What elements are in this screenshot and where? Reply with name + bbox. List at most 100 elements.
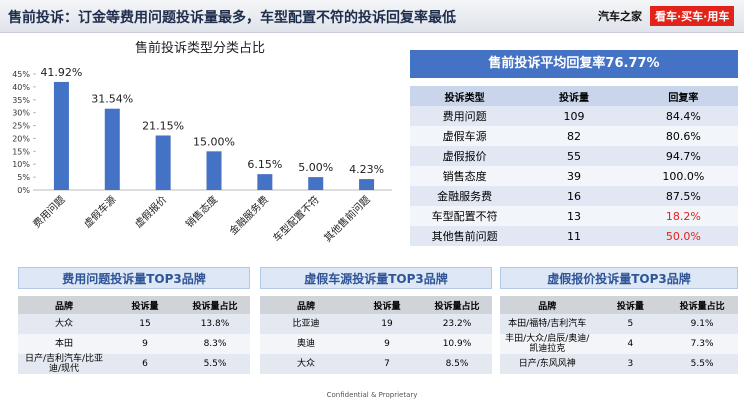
bar: [308, 177, 324, 190]
table-cell: 本田: [18, 334, 111, 354]
y-tick-label: 0%: [17, 186, 30, 195]
table-cell: 车型配置不符: [410, 206, 520, 226]
table-cell: 7: [352, 354, 422, 374]
table-cell: 虚假车源: [410, 126, 520, 146]
table-cell: 日产/东风风神: [500, 354, 595, 374]
brand-table: 品牌 投诉量 投诉量占比 大众 15 13.8% 本田 9 8.3% 日产/吉利汽车/比亚迪/现代…: [18, 296, 250, 374]
table-head: 品牌 投诉量 投诉量占比: [500, 296, 738, 314]
bar: [104, 108, 120, 190]
table-cell: 日产/吉利汽车/比亚迪/现代: [18, 354, 111, 374]
table-cell: 费用问题: [410, 106, 520, 126]
table-row: 奥迪 9 10.9%: [260, 334, 492, 354]
table-head: 品牌 投诉量 投诉量占比: [18, 296, 250, 314]
table-cell: 5.5%: [180, 354, 250, 374]
column-header: 投诉量占比: [666, 296, 738, 314]
chart-title: 售前投诉类型分类占比: [135, 40, 265, 56]
table-cell: 大众: [260, 354, 353, 374]
bar: [155, 135, 171, 190]
value-label: 4.23%: [349, 163, 384, 176]
table-cell: 94.7%: [628, 146, 738, 166]
table-row: 销售态度 39 100.0%: [410, 166, 738, 186]
table-row: 丰田/大众/启辰/奥迪/凯迪拉克 4 7.3%: [500, 334, 738, 354]
table-row: 大众 7 8.5%: [260, 354, 492, 374]
table-cell: 大众: [18, 314, 111, 334]
table-title: 虚假车源投诉量TOP3品牌: [260, 267, 492, 289]
chart: 售前投诉类型分类占比 0% 5% 10% 15% 20% 25% 30% 35% 40% 45% 4…: [12, 40, 392, 245]
table-row: 车型配置不符 13 18.2%: [410, 206, 738, 226]
bar: [53, 81, 69, 190]
table-cell: 3: [594, 354, 667, 374]
column-header: 投诉量: [352, 296, 422, 314]
value-label: 41.92%: [40, 66, 82, 79]
table-cell: 80.6%: [628, 126, 738, 146]
table-cell: 13: [519, 206, 629, 226]
table-cell: 50.0%: [628, 226, 738, 246]
header-bar: [0, 0, 744, 33]
table-title: 售前投诉平均回复率76.77%: [410, 50, 738, 78]
logo: 汽车之家: [598, 10, 642, 23]
table-cell: 其他售前问题: [410, 226, 520, 246]
table-cell: 9: [352, 334, 422, 354]
table-cell: 5.5%: [666, 354, 738, 374]
table-cell: 奥迪: [260, 334, 353, 354]
table-cell: 82: [519, 126, 629, 146]
table-row: 虚假车源 82 80.6%: [410, 126, 738, 146]
column-header: 品牌: [260, 296, 353, 314]
table-row: 其他售前问题 11 50.0%: [410, 226, 738, 246]
table-head: 品牌 投诉量 投诉量占比: [260, 296, 492, 314]
table-cell: 11: [519, 226, 629, 246]
table-cell: 8.3%: [180, 334, 250, 354]
table-cell: 87.5%: [628, 186, 738, 206]
table-row: 金融服务费 16 87.5%: [410, 186, 738, 206]
table-cell: 9.1%: [666, 314, 738, 334]
table-body: 比亚迪 19 23.2% 奥迪 9 10.9% 大众 7 8.5%: [260, 314, 492, 374]
value-label: 31.54%: [91, 93, 133, 106]
column-header: 品牌: [500, 296, 595, 314]
column-header: 投诉量: [594, 296, 667, 314]
table-title: 虚假报价投诉量TOP3品牌: [500, 267, 738, 289]
y-tick-label: 35%: [12, 96, 30, 105]
table-cell: 23.2%: [422, 314, 492, 334]
table-cell: 6: [110, 354, 180, 374]
value-label: 6.15%: [247, 158, 282, 171]
y-tick-label: 10%: [12, 160, 30, 169]
value-label: 15.00%: [193, 135, 235, 148]
column-header: 回复率: [628, 86, 738, 106]
table-cell: 销售态度: [410, 166, 520, 186]
table-row: 本田/福特/吉利汽车 5 9.1%: [500, 314, 738, 334]
table-cell: 本田/福特/吉利汽车: [500, 314, 595, 334]
table-row: 日产/吉利汽车/比亚迪/现代 6 5.5%: [18, 354, 250, 374]
column-header: 品牌: [18, 296, 111, 314]
table-row: 比亚迪 19 23.2%: [260, 314, 492, 334]
column-header: 投诉量占比: [422, 296, 492, 314]
table-cell: 109: [519, 106, 629, 126]
table-cell: 84.4%: [628, 106, 738, 126]
slide-title: 售前投诉：订金等费用问题投诉量最多，车型配置不符的投诉回复率最低: [8, 10, 456, 26]
table-cell: 8.5%: [422, 354, 492, 374]
value-label: 21.15%: [142, 119, 184, 132]
table-cell: 16: [519, 186, 629, 206]
y-tick-label: 15%: [12, 147, 30, 156]
table-cell: 13.8%: [180, 314, 250, 334]
table-cell: 虚假报价: [410, 146, 520, 166]
table-cell: 39: [519, 166, 629, 186]
header-row: 品牌 投诉量 投诉量占比: [18, 296, 250, 314]
y-tick-label: 20%: [12, 134, 30, 143]
brand-table: 品牌 投诉量 投诉量占比 比亚迪 19 23.2% 奥迪 9 10.9% 大众 7 8.5%: [260, 296, 492, 374]
header-row: 投诉类型 投诉量 回复率: [410, 86, 738, 106]
table-row: 日产/东风风神 3 5.5%: [500, 354, 738, 374]
table-cell: 15: [110, 314, 180, 334]
value-label: 5.00%: [298, 161, 333, 174]
table-body: 大众 15 13.8% 本田 9 8.3% 日产/吉利汽车/比亚迪/现代 6 5.5%: [18, 314, 250, 374]
table-cell: 18.2%: [628, 206, 738, 226]
x-tick-label: 虚假报价: [132, 193, 169, 230]
table-cell: 4: [594, 334, 667, 354]
x-tick-label: 费用问题: [30, 193, 67, 230]
table-cell: 9: [110, 334, 180, 354]
column-header: 投诉类型: [410, 86, 520, 106]
brand-table: 品牌 投诉量 投诉量占比 本田/福特/吉利汽车 5 9.1% 丰田/大众/启辰/奥迪/凯迪拉…: [500, 296, 738, 374]
bar: [206, 151, 222, 190]
table-body: 费用问题 109 84.4% 虚假车源 82 80.6% 虚假报价 55 94.7% 销售态度 39…: [410, 106, 738, 246]
header-row: 品牌 投诉量 投诉量占比: [500, 296, 738, 314]
